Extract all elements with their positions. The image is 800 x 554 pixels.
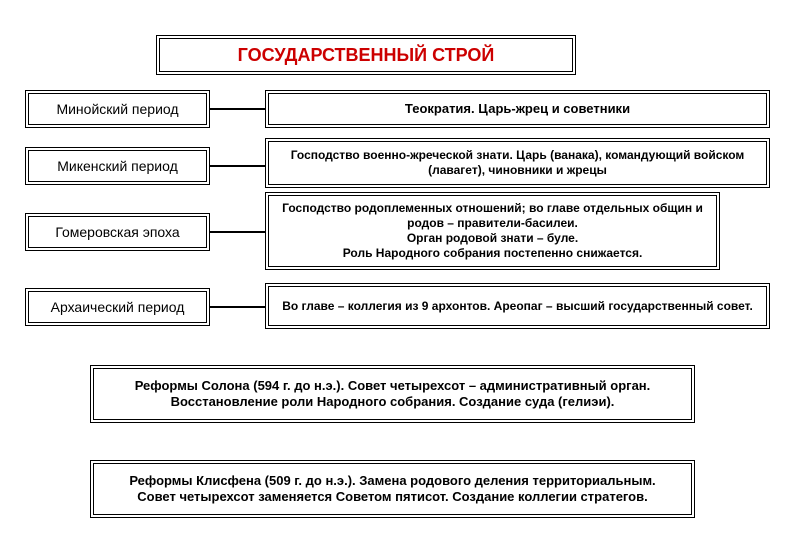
- desc-box-2: Господство родоплеменных отношений; во г…: [265, 192, 720, 270]
- desc-box-0: Теократия. Царь-жрец и советники: [265, 90, 770, 128]
- desc-text: Господство родоплеменных отношений; во г…: [277, 201, 708, 261]
- desc-inner: Господство военно-жреческой знати. Царь …: [268, 141, 767, 185]
- desc-inner: Господство родоплеменных отношений; во г…: [268, 195, 717, 267]
- desc-text: Во главе – коллегия из 9 архонтов. Ареоп…: [282, 299, 753, 314]
- bottom-box-1: Реформы Клисфена (509 г. до н.э.). Замен…: [90, 460, 695, 518]
- period-box-0: Минойский период: [25, 90, 210, 128]
- period-box-3: Архаический период: [25, 288, 210, 326]
- bottom-inner: Реформы Солона (594 г. до н.э.). Совет ч…: [93, 368, 692, 420]
- title-inner: ГОСУДАРСТВЕННЫЙ СТРОЙ: [159, 38, 573, 72]
- period-inner: Архаический период: [28, 291, 207, 323]
- desc-text: Господство военно-жреческой знати. Царь …: [291, 148, 745, 178]
- connector-0: [210, 108, 265, 110]
- period-inner: Минойский период: [28, 93, 207, 125]
- period-inner: Микенский период: [28, 150, 207, 182]
- desc-box-1: Господство военно-жреческой знати. Царь …: [265, 138, 770, 188]
- connector-3: [210, 306, 265, 308]
- period-box-2: Гомеровская эпоха: [25, 213, 210, 251]
- desc-inner: Теократия. Царь-жрец и советники: [268, 93, 767, 125]
- period-label: Минойский период: [56, 101, 178, 117]
- period-box-1: Микенский период: [25, 147, 210, 185]
- period-label: Архаический период: [51, 299, 185, 315]
- period-label: Гомеровская эпоха: [55, 224, 179, 240]
- period-label: Микенский период: [57, 158, 178, 174]
- desc-box-3: Во главе – коллегия из 9 архонтов. Ареоп…: [265, 283, 770, 329]
- bottom-text: Реформы Солона (594 г. до н.э.). Совет ч…: [135, 378, 651, 411]
- period-inner: Гомеровская эпоха: [28, 216, 207, 248]
- desc-text: Теократия. Царь-жрец и советники: [405, 101, 630, 117]
- bottom-text: Реформы Клисфена (509 г. до н.э.). Замен…: [129, 473, 655, 506]
- bottom-inner: Реформы Клисфена (509 г. до н.э.). Замен…: [93, 463, 692, 515]
- connector-1: [210, 165, 265, 167]
- title-text: ГОСУДАРСТВЕННЫЙ СТРОЙ: [238, 45, 495, 66]
- title-box: ГОСУДАРСТВЕННЫЙ СТРОЙ: [156, 35, 576, 75]
- bottom-box-0: Реформы Солона (594 г. до н.э.). Совет ч…: [90, 365, 695, 423]
- connector-2: [210, 231, 265, 233]
- desc-inner: Во главе – коллегия из 9 архонтов. Ареоп…: [268, 286, 767, 326]
